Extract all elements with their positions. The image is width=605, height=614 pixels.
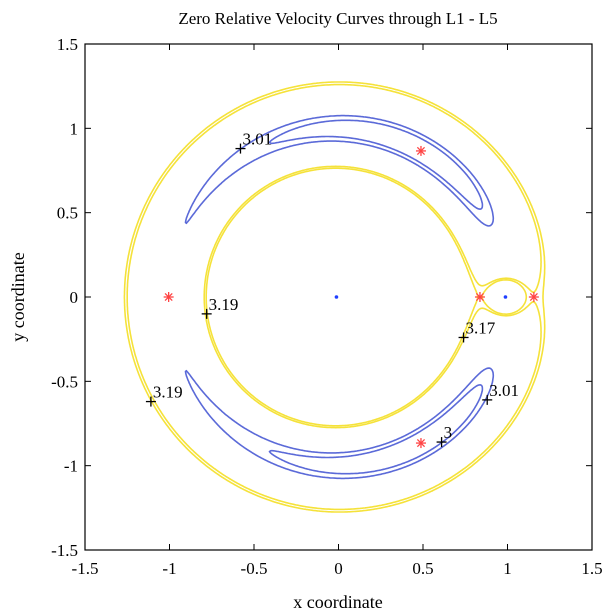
- annotation-label-0: 3.01: [242, 130, 272, 149]
- y-tick-label: 1: [70, 119, 79, 138]
- y-tick-label: -0.5: [51, 372, 78, 391]
- x-tick-label: -0.5: [241, 559, 268, 578]
- x-axis-label: x coordinate: [293, 592, 382, 612]
- x-tick-label: -1: [162, 559, 176, 578]
- primary-body-1: [503, 295, 508, 299]
- lagrange-point-marker-1: [474, 292, 485, 302]
- contour-line-1-1: [184, 114, 495, 480]
- x-tick-label: 1.5: [581, 559, 602, 578]
- chart-title: Zero Relative Velocity Curves through L1…: [178, 9, 497, 28]
- contour-line-0-0: [126, 83, 542, 511]
- annotation-marker-0: [235, 143, 246, 154]
- contour-curves: [123, 81, 546, 513]
- x-tick-label: 0: [334, 559, 343, 578]
- annotation-marker-2: [145, 396, 156, 407]
- annotation-label-1: 3.19: [209, 295, 239, 314]
- y-tick-label: 0.5: [57, 204, 78, 223]
- annotation-label-2: 3.19: [153, 383, 183, 402]
- annotations: 3.01 3.19 3.19 3.17 3.01 3: [145, 130, 519, 448]
- x-tick-label: 1: [503, 559, 512, 578]
- y-tick-label: 1.5: [57, 35, 78, 54]
- annotation-label-3: 3.17: [466, 318, 496, 337]
- annotation-label-4: 3.01: [489, 381, 519, 400]
- annotation-marker-4: [482, 394, 493, 405]
- lagrange-point-marker-4: [415, 145, 426, 156]
- contour-line-0-1: [123, 81, 546, 513]
- annotation-marker-5: [436, 437, 447, 448]
- contour-line-1-0: [268, 119, 484, 475]
- annotation-marker-1: [201, 308, 212, 319]
- axis-ticks: -1.5 -1 -0.5 0 0.5 1 1.5 -1.5 -1 -0.5 0 0.5 1 1.5: [51, 35, 603, 578]
- primary-body-0: [334, 295, 339, 299]
- lagrange-point-marker-3: [163, 292, 174, 302]
- x-tick-label: 0.5: [412, 559, 433, 578]
- annotation-marker-3: [458, 332, 469, 343]
- annotation-label-5: 3: [444, 423, 453, 442]
- markers: [163, 145, 539, 449]
- y-tick-label: -1.5: [51, 541, 78, 560]
- x-tick-label: -1.5: [72, 559, 99, 578]
- y-axis-label: y coordinate: [8, 252, 28, 341]
- lagrange-point-marker-2: [528, 292, 539, 302]
- y-tick-label: 0: [70, 288, 79, 307]
- y-tick-label: -1: [64, 457, 78, 476]
- lagrange-point-marker-5: [415, 438, 426, 449]
